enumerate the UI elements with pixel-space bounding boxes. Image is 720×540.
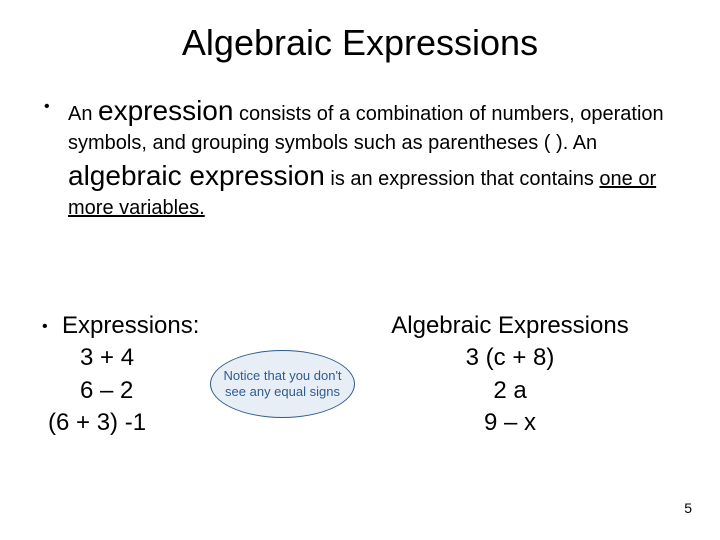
expression-item: (6 + 3) -1 <box>44 407 254 439</box>
callout-oval: Notice that you don't see any equal sign… <box>210 350 355 418</box>
algebraic-expressions-column: Algebraic Expressions 3 (c + 8) 2 a 9 – … <box>340 310 680 440</box>
definition-paragraph: An expression consists of a combination … <box>0 92 720 222</box>
para-text: is an expression that contains <box>325 168 600 190</box>
algebraic-item: 9 – x <box>340 407 680 439</box>
algebraic-heading: Algebraic Expressions <box>340 310 680 342</box>
term-expression: expression <box>98 95 233 126</box>
term-algebraic-expression: algebraic expression <box>68 160 325 191</box>
algebraic-item: 3 (c + 8) <box>340 342 680 374</box>
expressions-heading: Expressions: <box>44 312 199 339</box>
algebraic-item: 2 a <box>340 375 680 407</box>
expressions-heading-row: Expressions: <box>44 310 254 342</box>
slide-title: Algebraic Expressions <box>0 0 720 92</box>
page-number: 5 <box>684 500 692 516</box>
para-text: An <box>68 103 98 125</box>
callout-text: Notice that you don't see any equal sign… <box>219 368 346 399</box>
